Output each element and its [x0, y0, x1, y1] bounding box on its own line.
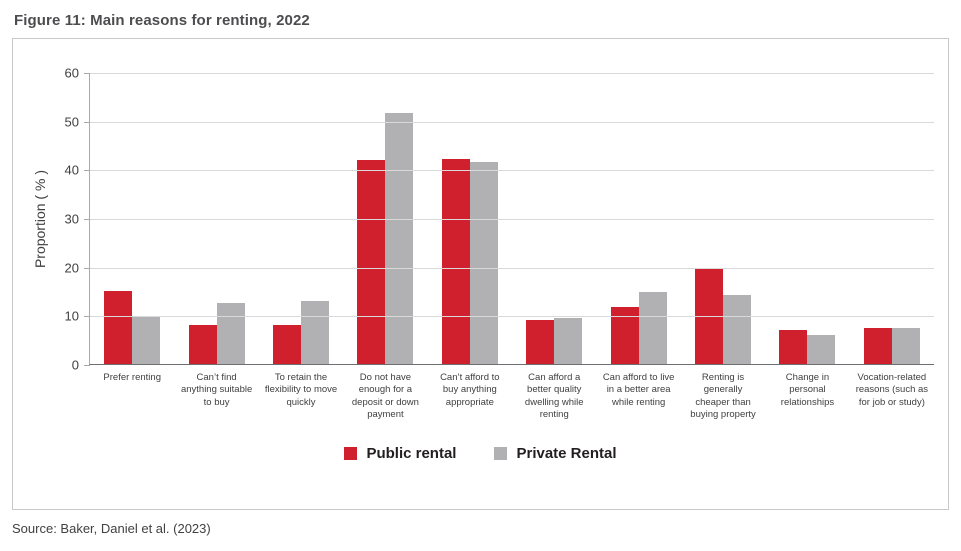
x-axis-label-6: Can afford a better quality dwelling whi…	[524, 372, 584, 421]
bar-private-rental-1	[132, 316, 161, 364]
legend-label-public-rental: Public rental	[366, 445, 457, 463]
y-tick-label-30: 30	[64, 211, 79, 227]
y-tick-label-20: 20	[64, 260, 79, 276]
bar-group-6	[512, 73, 596, 364]
y-tick-label-60: 60	[64, 65, 79, 81]
y-axis-label-column: Proportion ( % )	[27, 73, 53, 365]
gridline-40	[90, 170, 934, 172]
legend-swatch-public-rental	[344, 447, 358, 461]
legend-swatch-private-rental	[494, 447, 508, 461]
x-axis-label-4: Do not have enough for a deposit or down…	[351, 372, 419, 421]
bar-groups	[90, 73, 934, 364]
x-axis-label-9: Change in personal relationships	[780, 372, 835, 408]
bar-public-rental-9	[779, 329, 808, 364]
bar-public-rental-1	[104, 291, 133, 364]
legend-item-private-rental: Private Rental	[494, 445, 617, 463]
x-axis-label-3: To retain the flexibility to move quickl…	[264, 372, 338, 408]
y-tickmark-60	[84, 73, 90, 74]
bar-public-rental-6	[526, 320, 555, 364]
y-axis-label: Proportion ( % )	[32, 169, 48, 269]
bar-group-4	[343, 73, 427, 364]
bar-private-rental-10	[891, 328, 920, 364]
x-axis-label-2: Can’t find anything suitable to buy	[180, 372, 253, 408]
chart-frame: Proportion ( % ) 0 10 20 30 40 50 60 Prefer re…	[12, 38, 949, 510]
gridline-30	[90, 219, 934, 220]
y-tickmark-10	[84, 316, 90, 318]
bar-public-rental-10	[863, 328, 892, 364]
bar-group-3	[259, 73, 343, 364]
gridline-10	[90, 316, 934, 318]
y-tick-label-0: 0	[71, 357, 79, 373]
y-tickmark-20	[84, 267, 90, 269]
y-tickmark-30	[84, 219, 90, 220]
bar-private-rental-6	[554, 317, 583, 364]
plot-area	[84, 73, 934, 366]
bar-public-rental-2	[188, 325, 217, 364]
bar-public-rental-3	[273, 325, 302, 364]
legend: Public rental Private Rental	[27, 445, 934, 462]
y-tickmark-0	[84, 365, 90, 366]
bar-group-1	[90, 73, 174, 364]
y-tick-label-50: 50	[64, 114, 79, 130]
gridline-50	[90, 121, 934, 123]
bar-private-rental-5	[469, 161, 498, 364]
bar-private-rental-3	[301, 300, 330, 364]
bar-group-10	[850, 73, 934, 364]
bar-public-rental-4	[357, 159, 386, 364]
y-tick-label-10: 10	[64, 308, 79, 324]
figure-title: Figure 11: Main reasons for renting, 202…	[14, 12, 310, 29]
bar-private-rental-4	[385, 113, 414, 364]
legend-item-public-rental: Public rental	[344, 445, 456, 462]
bar-private-rental-7	[638, 292, 667, 364]
y-tickmark-40	[84, 170, 90, 172]
bar-public-rental-5	[441, 158, 470, 364]
bar-group-5	[428, 73, 512, 364]
bar-private-rental-8	[723, 294, 752, 364]
bar-group-9	[765, 73, 849, 364]
x-axis-label-5: Can’t afford to buy anything appropriate	[440, 372, 500, 408]
x-axis-label-10: Vocation-related reasons (such as for jo…	[855, 372, 929, 408]
bar-private-rental-2	[216, 303, 245, 364]
y-axis-ticks: 0 10 20 30 40 50 60	[53, 66, 89, 373]
legend-label-private-rental: Private Rental	[516, 445, 617, 463]
y-tickmark-50	[84, 121, 90, 123]
bar-group-2	[174, 73, 258, 364]
x-axis-label-7: Can afford to live in a better area whil…	[602, 372, 675, 408]
source-note: Source: Baker, Daniel et al. (2023)	[12, 521, 211, 536]
bar-private-rental-9	[807, 334, 836, 364]
chart-grid: Proportion ( % ) 0 10 20 30 40 50 60 Prefer re…	[27, 66, 934, 421]
x-axis-labels: Prefer renting Can’t find anything suitab…	[90, 365, 934, 421]
gridline-20	[90, 267, 934, 269]
gridline-60	[90, 73, 934, 74]
plot-column: Prefer renting Can’t find anything suitab…	[84, 73, 934, 421]
x-axis-label-1: Prefer renting	[103, 372, 161, 383]
y-tick-label-40: 40	[64, 162, 79, 178]
x-axis-label-8: Renting is generally cheaper than buying…	[690, 372, 756, 421]
